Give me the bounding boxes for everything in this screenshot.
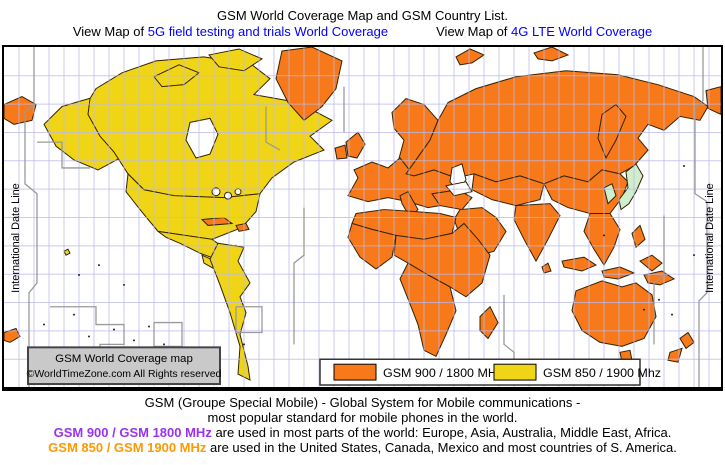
map-legend: GSM 900 / 1800 MHz GSM 850 / 1900 Mhz [319, 358, 661, 386]
link-4g-lte-coverage[interactable]: 4G LTE World Coverage [511, 24, 653, 39]
view-map-prefix-1: View Map of [72, 24, 148, 39]
footer-line-1: GSM (Groupe Special Mobile) - Global Sys… [144, 395, 581, 410]
link-5g-coverage[interactable]: 5G field testing and trials World Covera… [147, 24, 389, 39]
footer-line-3: GSM 900 / GSM 1800 MHz are used in most … [0, 425, 725, 440]
gsm-world-coverage-map: International Date Line International Da… [2, 45, 723, 391]
watermark-box: GSM World Coverage map ©WorldTimeZone.co… [27, 346, 222, 386]
watermark-title: GSM World Coverage map [55, 353, 193, 365]
watermark-copyright: ©WorldTimeZone.com All Rights reserved [27, 369, 222, 380]
date-line-label-left: International Date Line [10, 183, 22, 293]
view-map-prefix-2: View Map of [436, 24, 512, 39]
page-title: GSM World Coverage Map and GSM Country L… [217, 8, 508, 23]
gsm850-highlight: GSM 850 / GSM 1900 MHz [48, 440, 207, 455]
legend-label-gsm850: GSM 850 / 1900 Mhz [543, 366, 661, 380]
gsm850-description: are used in the United States, Canada, M… [206, 440, 677, 455]
date-line-label-right: International Date Line [704, 183, 716, 293]
legend-swatch-gsm850 [493, 363, 537, 381]
gsm900-description: are used in most parts of the world: Eur… [211, 425, 672, 440]
footer-line-4: GSM 850 / GSM 1900 MHz are used in the U… [0, 440, 725, 455]
header-links: View Map of 5G field testing and trials … [0, 23, 725, 40]
footer-line-2: most popular standard for mobile phones … [207, 410, 518, 425]
legend-swatch-gsm900 [333, 363, 377, 381]
gsm900-highlight: GSM 900 / GSM 1800 MHz [53, 425, 212, 440]
legend-label-gsm900: GSM 900 / 1800 MHz [383, 366, 503, 380]
gsm900-landmass [4, 47, 721, 363]
footer-text: GSM (Groupe Special Mobile) - Global Sys… [0, 395, 725, 455]
